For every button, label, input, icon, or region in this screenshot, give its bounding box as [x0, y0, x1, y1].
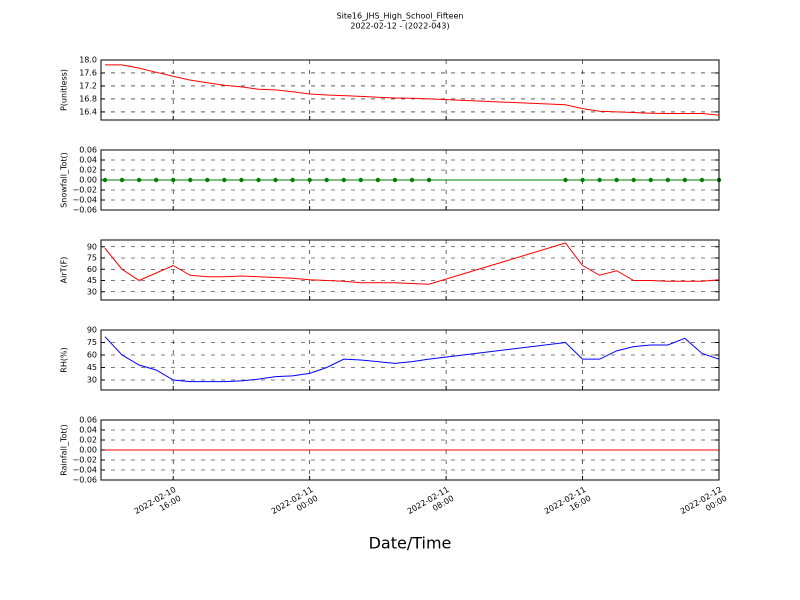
- y-tick-label: −0.06: [72, 476, 97, 485]
- plot-frame: [100, 149, 720, 211]
- data-point: [375, 177, 381, 183]
- y-tick-label: 45: [87, 276, 97, 285]
- data-point: [648, 177, 653, 183]
- data-point: [597, 177, 602, 183]
- data-point: [358, 177, 364, 183]
- data-point: [631, 177, 636, 183]
- plot-frame: [100, 329, 720, 391]
- data-point: [119, 177, 125, 183]
- data-point: [682, 177, 688, 183]
- y-tick-label: 18.0: [79, 56, 97, 65]
- y-tick-label: 0.06: [79, 416, 97, 425]
- y-tick-label: 75: [87, 254, 97, 263]
- data-line: [104, 64, 720, 116]
- data-point: [580, 177, 585, 183]
- y-tick-label: 60: [87, 265, 97, 274]
- plot-frame: [100, 239, 720, 301]
- data-point: [699, 177, 705, 183]
- data-point: [409, 177, 415, 183]
- data-point: [392, 177, 398, 183]
- x-axis-label: Date/Time: [369, 534, 452, 553]
- data-point: [341, 177, 346, 183]
- y-tick-label: −0.04: [72, 466, 97, 475]
- y-tick-label: 16.8: [79, 94, 97, 103]
- y-tick-label: −0.04: [72, 196, 97, 205]
- y-tick-label: 17.2: [79, 81, 97, 90]
- y-axis-label: P(unitless): [60, 69, 69, 111]
- data-point: [256, 177, 261, 183]
- y-tick-label: −0.02: [72, 456, 97, 465]
- data-point: [188, 177, 193, 183]
- chart-title: Site16_JHS_High_School_Fifteen: [337, 12, 464, 21]
- y-axis-label: Snowfall_Tot(): [60, 152, 69, 208]
- data-point: [239, 177, 244, 183]
- y-tick-label: 45: [87, 363, 97, 372]
- y-tick-label: 0.02: [79, 166, 97, 175]
- y-tick-label: 90: [87, 326, 97, 335]
- y-tick-label: −0.06: [72, 206, 97, 215]
- y-tick-label: 16.4: [79, 107, 97, 116]
- data-line: [104, 242, 720, 285]
- data-point: [426, 177, 432, 183]
- plot-frame: [100, 419, 720, 481]
- y-tick-label: 60: [87, 351, 97, 360]
- data-point: [307, 177, 312, 183]
- y-axis-label: RH(%): [60, 347, 69, 372]
- y-tick-label: 0.00: [79, 176, 97, 185]
- y-axis-label: Rainfall_Tot(): [60, 424, 69, 476]
- y-tick-label: 0.04: [79, 156, 97, 165]
- data-point: [614, 177, 619, 183]
- y-tick-label: 90: [87, 242, 97, 251]
- y-tick-label: 0.04: [79, 426, 97, 435]
- data-point: [136, 177, 142, 183]
- data-point: [205, 177, 210, 183]
- y-tick-label: 17.6: [79, 68, 97, 77]
- data-point: [102, 177, 108, 183]
- chart-subtitle: 2022-02-12 - (2022-043): [350, 22, 449, 31]
- data-point: [665, 177, 671, 183]
- data-point: [563, 177, 568, 183]
- y-axis-label: AirT(F): [60, 257, 69, 284]
- data-point: [290, 177, 295, 183]
- data-point: [324, 177, 329, 183]
- data-point: [222, 177, 227, 183]
- plot-frame: [100, 59, 720, 121]
- data-point: [171, 177, 176, 183]
- y-tick-label: 75: [87, 338, 97, 347]
- data-point: [273, 177, 278, 183]
- y-tick-label: 0.00: [79, 446, 97, 455]
- y-tick-label: −0.02: [72, 186, 97, 195]
- y-tick-label: 30: [87, 287, 97, 296]
- y-tick-label: 0.06: [79, 146, 97, 155]
- data-line: [104, 336, 720, 383]
- y-tick-label: 0.02: [79, 436, 97, 445]
- data-point: [153, 177, 159, 183]
- y-tick-label: 30: [87, 376, 97, 385]
